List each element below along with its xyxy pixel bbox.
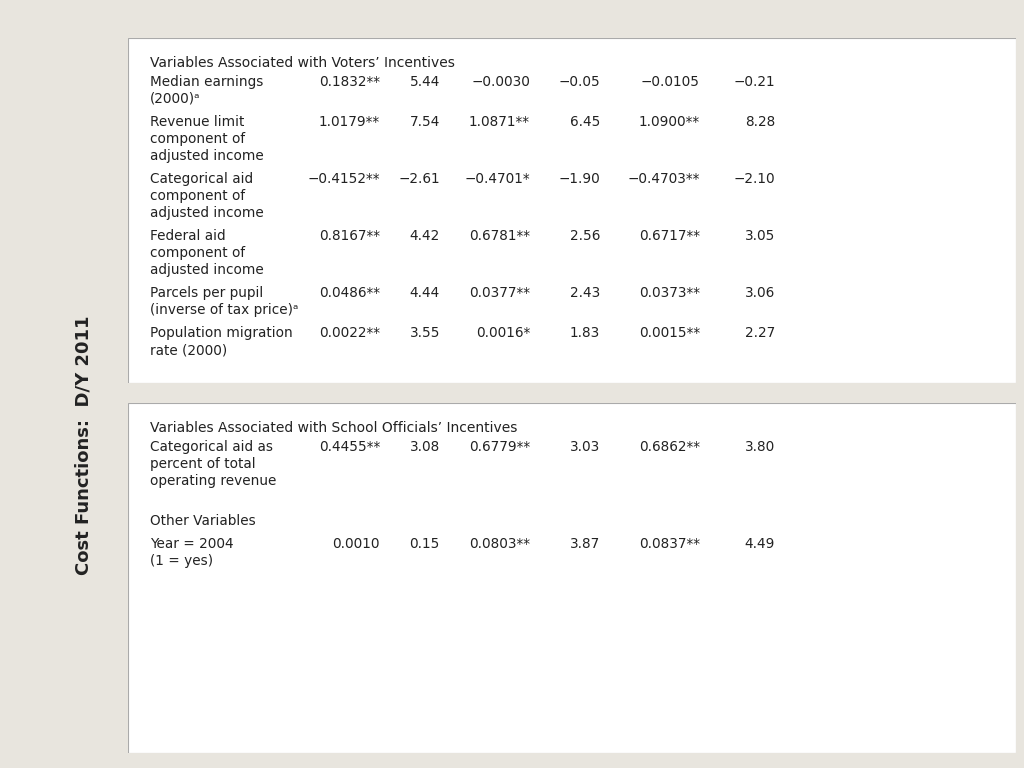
Text: 0.0015**: 0.0015**	[639, 326, 700, 340]
Text: 2.56: 2.56	[569, 229, 600, 243]
Text: 4.42: 4.42	[410, 229, 440, 243]
Text: 3.05: 3.05	[744, 229, 775, 243]
Text: 0.6717**: 0.6717**	[639, 229, 700, 243]
Text: −0.4152**: −0.4152**	[307, 172, 380, 186]
Text: 0.0373**: 0.0373**	[639, 286, 700, 300]
Text: 0.8167**: 0.8167**	[319, 229, 380, 243]
Text: Year = 2004: Year = 2004	[150, 537, 233, 551]
Text: −0.4703**: −0.4703**	[628, 172, 700, 186]
Text: 3.55: 3.55	[410, 326, 440, 340]
Text: Federal aid: Federal aid	[150, 229, 225, 243]
Text: Cost Functions:  D/Y 2011: Cost Functions: D/Y 2011	[75, 316, 92, 575]
Text: Categorical aid as: Categorical aid as	[150, 440, 273, 454]
Text: Median earnings: Median earnings	[150, 75, 263, 89]
Text: 1.0179**: 1.0179**	[318, 115, 380, 129]
Text: −2.61: −2.61	[398, 172, 440, 186]
Text: 3.06: 3.06	[744, 286, 775, 300]
Text: Revenue limit: Revenue limit	[150, 115, 245, 129]
Text: 4.49: 4.49	[744, 537, 775, 551]
Text: component of: component of	[150, 132, 245, 146]
Text: −0.05: −0.05	[558, 75, 600, 89]
Text: operating revenue: operating revenue	[150, 474, 276, 488]
Text: Population migration: Population migration	[150, 326, 293, 340]
Text: component of: component of	[150, 246, 245, 260]
Text: 0.0022**: 0.0022**	[319, 326, 380, 340]
Text: 1.0900**: 1.0900**	[639, 115, 700, 129]
Text: 6.45: 6.45	[569, 115, 600, 129]
Text: Variables Associated with School Officials’ Incentives: Variables Associated with School Officia…	[150, 421, 517, 435]
Text: 5.44: 5.44	[410, 75, 440, 89]
Text: 0.0377**: 0.0377**	[469, 286, 530, 300]
Text: Categorical aid: Categorical aid	[150, 172, 253, 186]
Text: 1.83: 1.83	[569, 326, 600, 340]
Text: 0.4455**: 0.4455**	[318, 440, 380, 454]
Text: 0.6781**: 0.6781**	[469, 229, 530, 243]
Text: 2.43: 2.43	[569, 286, 600, 300]
Text: 2.27: 2.27	[744, 326, 775, 340]
Text: 3.80: 3.80	[744, 440, 775, 454]
Text: percent of total: percent of total	[150, 457, 256, 471]
Text: adjusted income: adjusted income	[150, 149, 264, 163]
Text: 0.0837**: 0.0837**	[639, 537, 700, 551]
Text: −0.21: −0.21	[733, 75, 775, 89]
Text: 0.15: 0.15	[410, 537, 440, 551]
Text: −2.10: −2.10	[733, 172, 775, 186]
Text: Other Variables: Other Variables	[150, 514, 256, 528]
Text: 3.03: 3.03	[569, 440, 600, 454]
Text: −0.4701*: −0.4701*	[464, 172, 530, 186]
Text: 0.0803**: 0.0803**	[469, 537, 530, 551]
Text: 1.0871**: 1.0871**	[469, 115, 530, 129]
Text: −0.0105: −0.0105	[641, 75, 700, 89]
Text: 0.0016*: 0.0016*	[476, 326, 530, 340]
Text: 0.6862**: 0.6862**	[639, 440, 700, 454]
Text: 3.08: 3.08	[410, 440, 440, 454]
Text: (2000)ᵃ: (2000)ᵃ	[150, 92, 201, 106]
Text: component of: component of	[150, 189, 245, 203]
Text: rate (2000): rate (2000)	[150, 343, 227, 357]
Text: 0.1832**: 0.1832**	[319, 75, 380, 89]
Text: 7.54: 7.54	[410, 115, 440, 129]
Text: (1 = yes): (1 = yes)	[150, 554, 213, 568]
Text: (inverse of tax price)ᵃ: (inverse of tax price)ᵃ	[150, 303, 298, 317]
Text: 8.28: 8.28	[744, 115, 775, 129]
Text: 0.0486**: 0.0486**	[319, 286, 380, 300]
Text: 0.0010: 0.0010	[333, 537, 380, 551]
Text: adjusted income: adjusted income	[150, 206, 264, 220]
Text: Parcels per pupil: Parcels per pupil	[150, 286, 263, 300]
Text: −1.90: −1.90	[558, 172, 600, 186]
Text: 4.44: 4.44	[410, 286, 440, 300]
Text: adjusted income: adjusted income	[150, 263, 264, 277]
Text: Variables Associated with Voters’ Incentives: Variables Associated with Voters’ Incent…	[150, 56, 455, 70]
Text: −0.0030: −0.0030	[471, 75, 530, 89]
Text: 3.87: 3.87	[569, 537, 600, 551]
Text: 0.6779**: 0.6779**	[469, 440, 530, 454]
